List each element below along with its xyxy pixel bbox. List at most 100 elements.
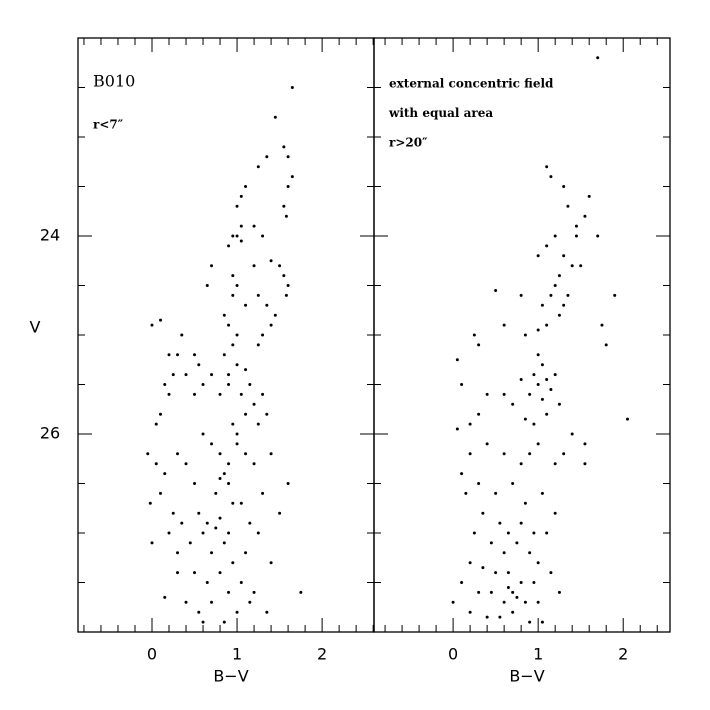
point — [485, 392, 489, 396]
point — [596, 56, 600, 60]
point — [193, 353, 197, 357]
point — [210, 264, 214, 268]
point — [269, 452, 273, 456]
point — [252, 402, 256, 406]
point — [562, 303, 566, 307]
point — [549, 387, 553, 391]
point — [231, 293, 235, 297]
point — [299, 590, 303, 594]
point — [579, 264, 583, 268]
point — [239, 194, 243, 198]
point — [545, 378, 549, 382]
point — [197, 610, 201, 614]
point — [248, 521, 252, 525]
plot-frame — [373, 37, 671, 633]
point — [468, 422, 472, 426]
point — [244, 551, 248, 555]
point — [227, 373, 231, 377]
x-axis-label: B−V — [213, 667, 248, 686]
point — [265, 610, 269, 614]
point — [282, 145, 286, 149]
point — [256, 293, 260, 297]
point — [193, 482, 197, 485]
point — [193, 392, 197, 396]
point — [284, 293, 288, 297]
point — [273, 313, 277, 317]
point — [239, 224, 243, 228]
point — [235, 432, 239, 436]
point — [235, 363, 239, 367]
point — [574, 234, 578, 238]
point — [231, 274, 235, 278]
point — [489, 590, 493, 594]
point — [167, 392, 171, 396]
point — [506, 571, 510, 575]
point — [477, 412, 481, 416]
point — [286, 155, 290, 159]
point — [235, 610, 239, 614]
point — [222, 313, 226, 317]
point — [273, 115, 277, 119]
point — [244, 368, 248, 372]
point — [468, 561, 472, 565]
annotation: r>20″ — [389, 136, 428, 150]
x-tick-label: 0 — [448, 645, 458, 664]
point — [519, 293, 523, 297]
point — [536, 383, 540, 386]
point — [511, 402, 515, 406]
point — [583, 214, 587, 218]
point — [511, 590, 515, 594]
point — [167, 531, 171, 535]
point — [515, 595, 519, 599]
point — [540, 620, 544, 624]
point — [231, 343, 235, 347]
point — [222, 541, 226, 545]
point — [282, 204, 286, 208]
point — [205, 581, 209, 584]
point — [604, 343, 608, 347]
point — [227, 244, 231, 248]
point — [244, 303, 248, 307]
point — [502, 551, 506, 555]
point — [455, 358, 459, 362]
point — [489, 541, 493, 545]
point — [284, 214, 288, 218]
point — [502, 452, 506, 456]
point — [523, 417, 527, 421]
point — [536, 328, 540, 332]
point — [540, 491, 544, 495]
point — [222, 353, 226, 357]
point — [536, 600, 540, 604]
point — [265, 412, 269, 416]
point — [557, 313, 561, 317]
point — [193, 571, 197, 575]
point — [248, 600, 252, 604]
point — [519, 378, 523, 382]
point — [494, 288, 498, 292]
point — [540, 397, 544, 401]
point — [222, 472, 226, 476]
point — [235, 284, 239, 287]
point — [210, 373, 214, 377]
point — [583, 442, 587, 446]
point — [205, 284, 209, 287]
point — [227, 590, 231, 594]
x-tick-label: 0 — [147, 645, 157, 664]
point — [481, 511, 485, 515]
point — [494, 571, 498, 575]
point — [545, 412, 549, 416]
point — [252, 224, 256, 228]
point — [278, 511, 282, 515]
point — [557, 402, 561, 406]
point — [528, 392, 532, 396]
point — [176, 571, 180, 575]
point — [239, 239, 243, 243]
point — [562, 185, 566, 188]
point — [600, 323, 604, 327]
point — [596, 234, 600, 238]
annotation: with equal area — [388, 106, 493, 120]
point — [239, 501, 243, 505]
point — [477, 590, 481, 594]
point — [511, 610, 515, 614]
point — [148, 501, 152, 505]
